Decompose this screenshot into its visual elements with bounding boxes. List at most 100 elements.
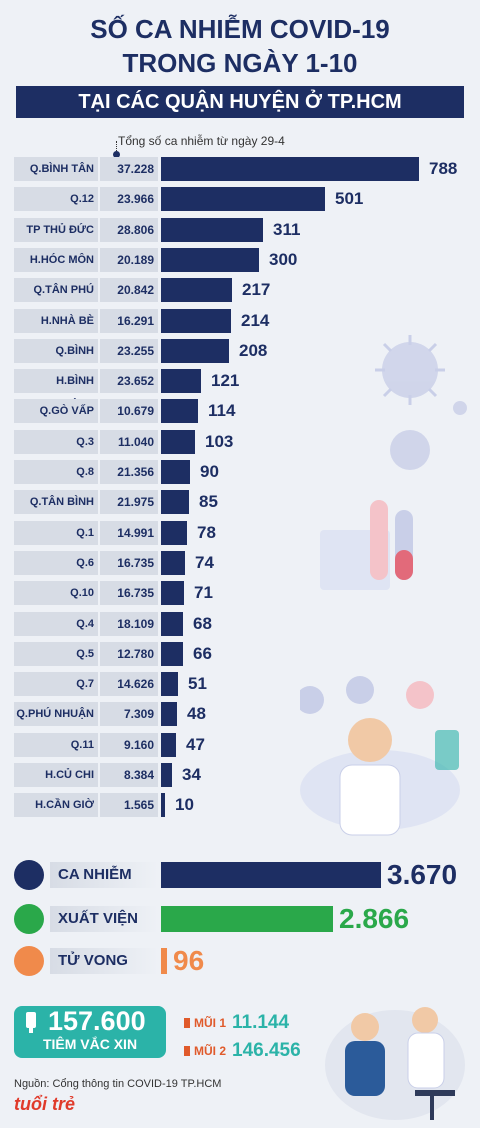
district-value: 68: [193, 614, 212, 633]
district-label: Q.TÂN BÌNH: [14, 490, 98, 514]
district-bar: [161, 702, 177, 726]
vaccine-total: 157.600: [48, 1006, 146, 1036]
district-total: 16.291: [100, 309, 158, 333]
district-label: Q.BÌNH THẠNH: [14, 339, 98, 381]
summary-label: XUẤT VIỆN: [50, 906, 158, 932]
district-label: Q.11: [14, 733, 98, 757]
title-line-2: TRONG NGÀY 1-10: [122, 48, 358, 78]
district-total: 8.384: [100, 763, 158, 787]
district-value: 10: [175, 795, 194, 814]
district-label: Q.TÂN PHÚ: [14, 278, 98, 302]
district-label: Q.5: [14, 642, 98, 666]
district-total: 23.966: [100, 187, 158, 211]
district-label: Q.4: [14, 612, 98, 636]
district-label: H.HÓC MÔN: [14, 248, 98, 272]
district-value: 47: [186, 735, 205, 754]
medical-illustration: [300, 335, 467, 836]
district-total: 7.309: [100, 702, 158, 726]
district-total: 11.040: [100, 430, 158, 454]
district-bar: [161, 430, 195, 454]
district-bar: [161, 551, 185, 575]
district-total: 28.806: [100, 218, 158, 242]
district-total: 21.356: [100, 460, 158, 484]
district-value: 208: [239, 341, 268, 360]
district-label: Q.12: [14, 187, 98, 211]
district-value: 48: [187, 704, 206, 723]
summary-label: CA NHIỄM: [50, 862, 158, 888]
district-total: 10.679: [100, 399, 158, 423]
district-total: 20.189: [100, 248, 158, 272]
dose2-label: MŨI 2: [194, 1044, 227, 1058]
dose1-value: 11.144: [232, 1012, 290, 1033]
summary-value: 3.670: [387, 859, 458, 890]
district-value: 66: [193, 644, 212, 663]
district-bar: [161, 399, 198, 423]
note-connector: [116, 141, 117, 153]
district-total: 1.565: [100, 793, 158, 817]
district-bar: [161, 642, 183, 666]
source-note: Nguồn: Cổng thông tin COVID-19 TP.HCM: [14, 1078, 222, 1090]
summary-bar: [161, 948, 167, 974]
district-label: TP THỦ ĐỨC: [14, 218, 98, 242]
summary-value: 2.866: [339, 903, 410, 934]
district-value: 85: [199, 492, 218, 511]
district-value: 90: [200, 462, 219, 481]
district-label: H.NHÀ BÈ: [14, 309, 98, 333]
note-dot: [113, 151, 120, 158]
district-bar: [161, 369, 201, 393]
district-bar: [161, 672, 178, 696]
district-value: 51: [188, 674, 207, 693]
title-line-1: SỐ CA NHIỄM COVID-19: [90, 14, 390, 44]
district-value: 78: [197, 523, 216, 542]
district-bar: [161, 521, 187, 545]
district-label: Q.7: [14, 672, 98, 696]
district-value: 214: [241, 311, 270, 330]
district-value: 74: [195, 553, 214, 572]
district-bar: [161, 793, 165, 817]
district-total: 12.780: [100, 642, 158, 666]
district-bar: [161, 187, 325, 211]
district-bar: [161, 339, 229, 363]
vaccination-illustration: [325, 1007, 465, 1120]
district-label: H.CỦ CHI: [14, 763, 98, 787]
district-value: 34: [182, 765, 201, 784]
vaccine-box: [14, 1006, 166, 1058]
district-value: 121: [211, 371, 240, 390]
district-label: H.BÌNH CHÁNH: [14, 369, 98, 411]
district-value: 788: [429, 159, 458, 178]
district-total: 23.652: [100, 369, 158, 393]
district-value: 501: [335, 189, 364, 208]
district-label: Q.GÒ VẤP: [14, 399, 98, 423]
district-bar: [161, 460, 190, 484]
district-total: 14.991: [100, 521, 158, 545]
district-bar: [161, 490, 189, 514]
district-total: 9.160: [100, 733, 158, 757]
district-total: 16.735: [100, 581, 158, 605]
summary-bar: [161, 862, 381, 888]
district-total: 37.228: [100, 157, 158, 181]
dose2-icon: [184, 1046, 190, 1056]
dose2-value: 146.456: [232, 1040, 301, 1061]
district-label: Q.1: [14, 521, 98, 545]
district-label: Q.PHÚ NHUẬN: [14, 702, 98, 726]
heart-icon: [14, 904, 44, 934]
district-bar: [161, 157, 419, 181]
district-total: 20.842: [100, 278, 158, 302]
district-label: Q.6: [14, 551, 98, 575]
dose1-icon: [184, 1018, 190, 1028]
district-total: 16.735: [100, 551, 158, 575]
district-bar: [161, 218, 263, 242]
summary-value: 96: [173, 945, 205, 976]
district-bar: [161, 309, 231, 333]
district-bar: [161, 612, 183, 636]
district-value: 300: [269, 250, 298, 269]
district-value: 71: [194, 583, 213, 602]
syringe-icon: [26, 1012, 36, 1033]
district-total: 23.255: [100, 339, 158, 363]
district-bar: [161, 733, 176, 757]
district-bar: [161, 763, 172, 787]
vaccine-label: TIÊM VẮC XIN: [42, 1036, 138, 1052]
subtitle-band: TẠI CÁC QUẬN HUYỆN Ở TP.HCM: [16, 86, 464, 118]
publisher-logo: tuổi trẻ: [14, 1094, 75, 1114]
district-bar: [161, 278, 232, 302]
